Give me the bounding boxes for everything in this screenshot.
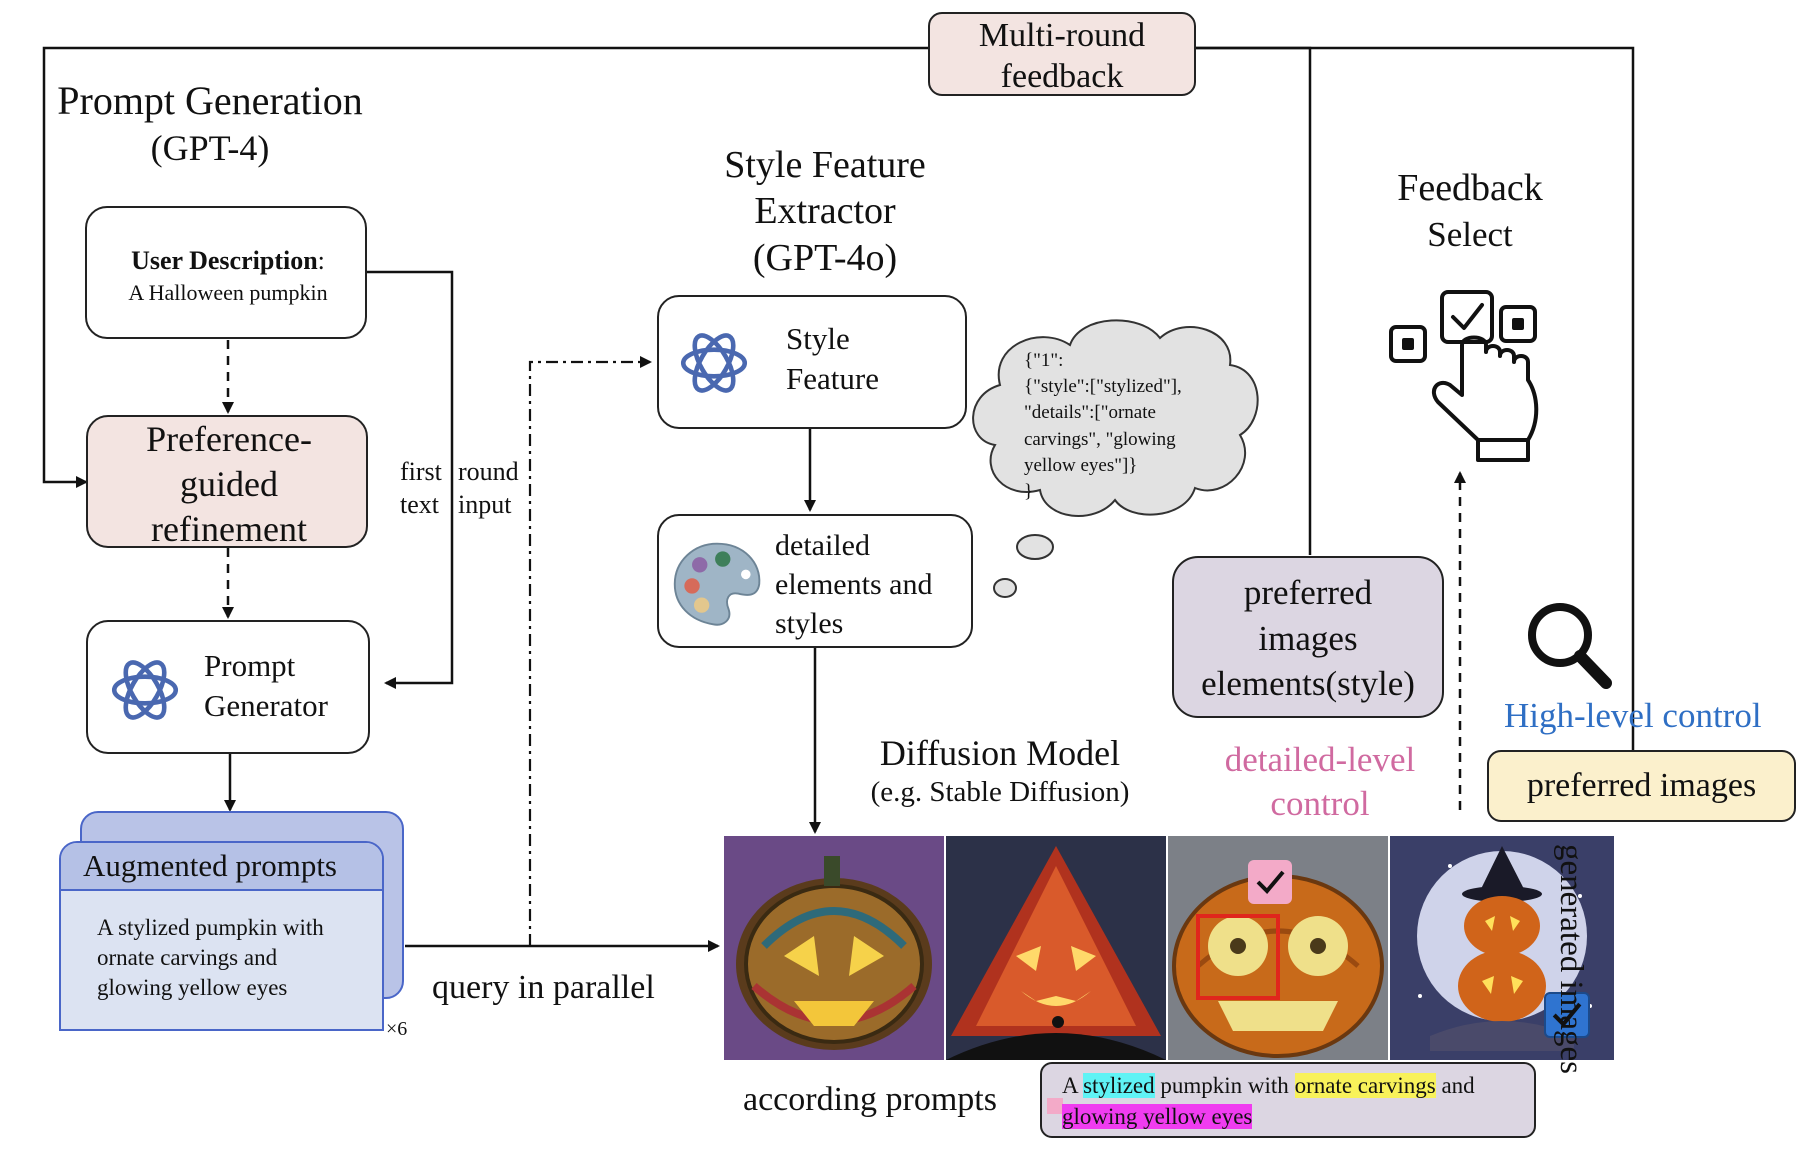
openai-logo-icon [104,649,186,731]
detailed-elements-line3: styles [775,604,932,643]
user-description-box: User Description: A Halloween pumpkin [85,206,367,339]
style-feature-line1: Style [786,319,879,359]
multi-round-line2: feedback [930,57,1194,98]
prompt-generator-line1: Prompt [204,646,328,686]
augmented-prompts-line1: A stylized pumpkin with [97,913,324,943]
generated-image-2 [946,836,1166,1060]
prompt-generator-box: Prompt Generator [86,620,370,754]
detailed-level-line1: detailed-level [1190,738,1450,782]
user-description-colon: : [318,246,325,275]
detailed-level-control-label: detailed-level control [1190,738,1450,826]
caption-box: A stylized pumpkin with ornate carvings … [1040,1062,1536,1138]
augmented-prompts-card: Augmented prompts A stylized pumpkin wit… [59,841,384,1031]
generated-images-label: generated images [1551,824,1589,1094]
magnifier-icon [1532,607,1606,683]
multi-round-line1: Multi-round [930,16,1194,57]
diffusion-model-name: Diffusion Model [840,733,1160,774]
first-round-word1: first [400,457,442,486]
diffusion-model-sub: (e.g. Stable Diffusion) [840,776,1160,809]
first-round-word2: round [458,456,519,489]
style-extractor-line2: Extractor [660,188,990,234]
checkbox-icon [1047,1098,1063,1114]
multi-round-feedback-box: Multi-round feedback [928,12,1196,96]
style-feature-box: Style Feature [657,295,967,429]
caption-and: and [1436,1073,1475,1098]
preferred-elements-box: preferred images elements(style) [1172,556,1444,718]
first-round-word3: text [400,490,439,519]
caption-pumpkin: pumpkin with [1155,1073,1295,1098]
json-line6: } [1024,479,1182,505]
augmented-prompts-line3: glowing yellow eyes [97,973,324,1003]
detailed-elements-line1: detailed [775,526,932,565]
query-in-parallel-label: query in parallel [432,968,655,1007]
user-description-label: User Description [131,246,318,275]
prompt-generation-subtitle: (GPT-4) [40,128,380,169]
openai-logo-icon [673,322,755,404]
first-round-word4: input [458,489,511,522]
high-level-control-label: High-level control [1504,696,1762,736]
hand-select-icon [1391,292,1536,460]
json-line2: {"style":["stylized"], [1024,374,1182,400]
preference-refinement-line1: Preference- [88,417,370,462]
prompt-generation-title: Prompt Generation (GPT-4) [40,78,380,169]
json-line4: carvings", "glowing [1024,427,1182,453]
caption-ornate: ornate carvings [1295,1073,1436,1098]
preferred-elements-line2: images [1174,616,1442,662]
palette-icon [669,536,765,632]
feedback-select-line1: Feedback [1370,165,1570,213]
style-extractor-line3: (GPT-4o) [660,235,990,281]
preference-refinement-line2: guided [88,462,370,507]
augmented-prompts-title: Augmented prompts [83,848,337,884]
json-line3: "details":["ornate [1024,400,1182,426]
user-description-value: A Halloween pumpkin [87,280,369,305]
according-prompts-label: according prompts [743,1080,997,1119]
json-cloud-text: {"1": {"style":["stylized"], "details":[… [1024,348,1182,505]
style-extractor-title: Style Feature Extractor (GPT-4o) [660,142,990,281]
feedback-select-title: Feedback Select [1370,165,1570,256]
style-extractor-line1: Style Feature [660,142,990,188]
caption-glowing: glowing yellow eyes [1062,1104,1252,1129]
feedback-select-line2: Select [1370,213,1570,257]
diffusion-model-title: Diffusion Model (e.g. Stable Diffusion) [840,733,1160,810]
prompt-generation-title-text: Prompt Generation [40,78,380,124]
preferred-images-box: preferred images [1487,750,1796,822]
json-line5: yellow eyes"]} [1024,453,1182,479]
preference-refinement-box: Preference- guided refinement [86,415,368,548]
generated-image-1 [724,836,944,1060]
detailed-elements-box: detailed elements and styles [657,514,973,648]
detailed-level-line2: control [1190,782,1450,826]
first-round-label: first round text input [400,456,442,521]
augmented-prompts-line2: ornate carvings and [97,943,324,973]
caption-stylized: stylized [1083,1073,1155,1098]
preferred-images-label: preferred images [1489,766,1794,805]
preferred-elements-line3: elements(style) [1174,661,1442,707]
preferred-elements-line1: preferred [1174,570,1442,616]
generated-image-3 [1168,836,1388,1060]
caption-word-a: A [1062,1073,1083,1098]
preference-refinement-line3: refinement [88,507,370,552]
json-line1: {"1": [1024,348,1182,374]
checkbox-icon [1248,860,1292,904]
prompt-generator-line2: Generator [204,686,328,726]
style-feature-line2: Feature [786,359,879,399]
detailed-elements-line2: elements and [775,565,932,604]
augmented-prompts-count: ×6 [386,1018,407,1041]
